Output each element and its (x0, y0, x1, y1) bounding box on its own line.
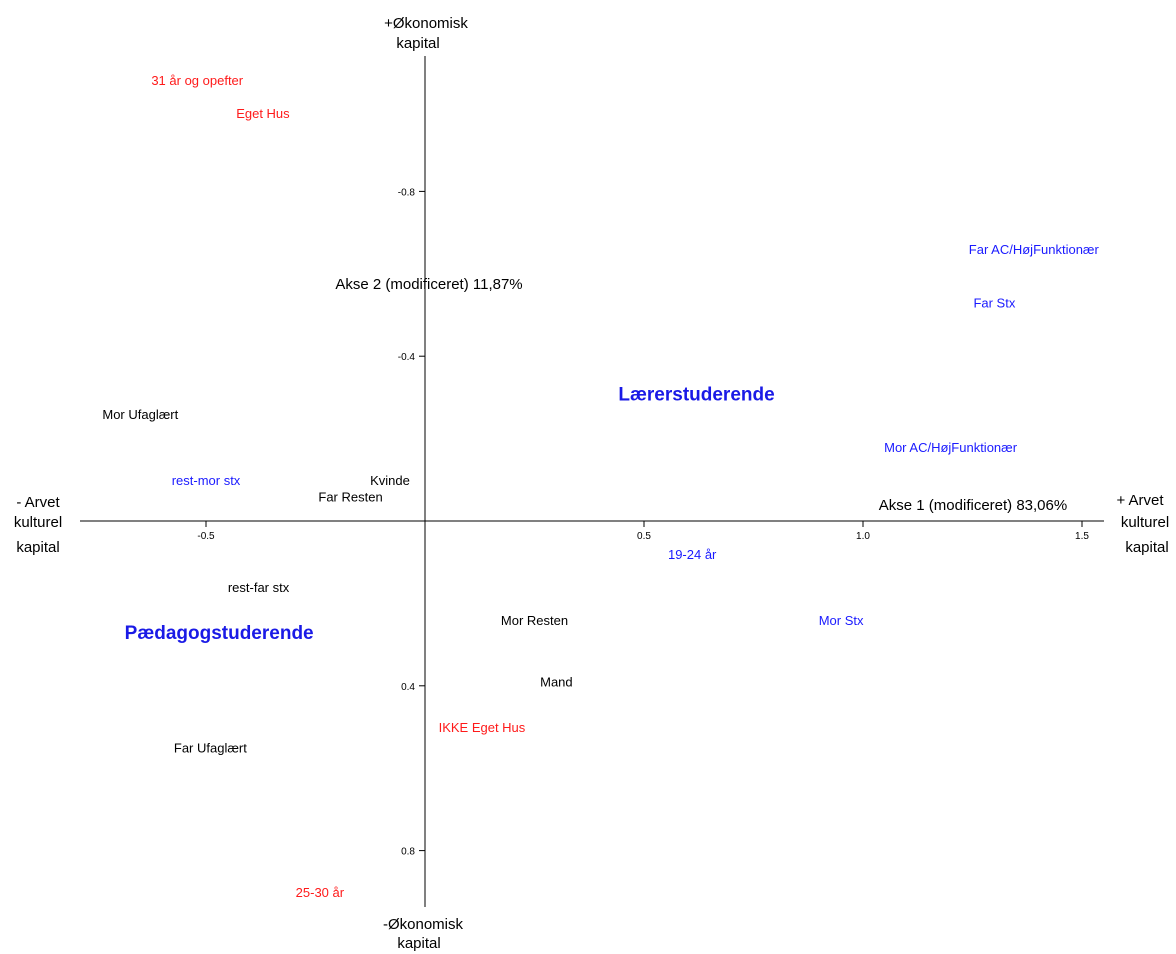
y-tick-label: 0.4 (401, 682, 415, 693)
x-axis-left-label-line2: kulturel (14, 514, 62, 531)
tick-group: -0.5 0.5 1.0 1.5 -0.8 -0.4 0.4 0.8 (197, 187, 1089, 857)
y-axis-top-label-line1: +Økonomisk (384, 15, 468, 32)
point-label: Mor Stx (819, 613, 864, 628)
x-axis-right-label-line1: + Arvet (1116, 492, 1164, 509)
point-label: Far Ufaglært (174, 741, 247, 756)
x-tick-label: -0.5 (197, 531, 215, 542)
y-tick-label: -0.8 (398, 187, 416, 198)
point-label: Mor Resten (501, 613, 568, 628)
point-label: rest-mor stx (172, 473, 241, 488)
point-label: Mor AC/HøjFunktionær (884, 440, 1018, 455)
point-label: Eget Hus (236, 106, 290, 121)
x-axis-left-label-line1: - Arvet (16, 494, 60, 511)
point-label: Far Stx (973, 296, 1015, 311)
y-axis-name: Akse 2 (modificeret) 11,87% (335, 276, 522, 293)
y-tick-label: 0.8 (401, 847, 415, 858)
point-label: Far AC/HøjFunktionær (969, 242, 1100, 257)
point-label: 31 år og opefter (151, 73, 243, 88)
group-labels: Lærerstuderende Pædagogstuderende (125, 384, 775, 644)
x-tick-label: 0.5 (637, 531, 651, 542)
x-axis-left-label-line3: kapital (16, 539, 59, 556)
point-label: rest-far stx (228, 580, 290, 595)
x-tick-label: 1.0 (856, 531, 870, 542)
x-axis-right-label-line2: kulturel (1121, 514, 1169, 531)
y-axis-bottom-label-line1: -Økonomisk (383, 916, 464, 933)
y-axis-bottom-label-line2: kapital (397, 935, 440, 952)
point-label: Mand (540, 675, 573, 690)
x-tick-label: 1.5 (1075, 531, 1089, 542)
group-label: Lærerstuderende (618, 384, 774, 405)
point-label: IKKE Eget Hus (439, 720, 526, 735)
point-labels: 31 år og opefter Eget Hus Far AC/HøjFunkti… (102, 73, 1099, 900)
x-axis-right-label-line3: kapital (1125, 539, 1168, 556)
group-label: Pædagogstuderende (125, 623, 314, 644)
point-label: 25-30 år (296, 885, 345, 900)
y-tick-label: -0.4 (398, 352, 416, 363)
point-label: Kvinde (370, 473, 410, 488)
y-axis-top-label-line2: kapital (396, 35, 439, 52)
point-label: 19-24 år (668, 547, 717, 562)
point-label: Far Resten (318, 489, 382, 504)
axes (80, 56, 1104, 907)
x-axis-name: Akse 1 (modificeret) 83,06% (879, 497, 1067, 514)
point-label: Mor Ufaglært (102, 407, 178, 422)
